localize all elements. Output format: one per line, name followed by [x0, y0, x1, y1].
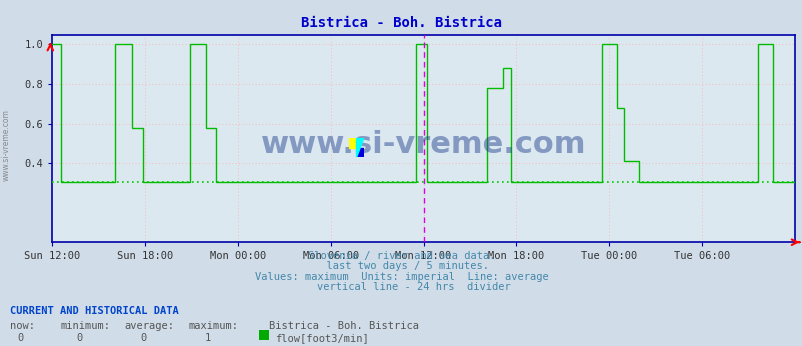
Text: 0: 0	[18, 333, 24, 343]
Text: vertical line - 24 hrs  divider: vertical line - 24 hrs divider	[292, 282, 510, 292]
Text: now:: now:	[10, 321, 34, 331]
Text: CURRENT AND HISTORICAL DATA: CURRENT AND HISTORICAL DATA	[10, 306, 178, 316]
Text: www.si-vreme.com: www.si-vreme.com	[2, 109, 11, 181]
Text: 0: 0	[76, 333, 83, 343]
Text: maximum:: maximum:	[188, 321, 238, 331]
Text: Bistrica - Boh. Bistrica: Bistrica - Boh. Bistrica	[269, 321, 419, 331]
Text: 0: 0	[140, 333, 147, 343]
Text: last two days / 5 minutes.: last two days / 5 minutes.	[314, 261, 488, 271]
Text: 1: 1	[205, 333, 211, 343]
Bar	[349, 138, 356, 148]
Bar	[356, 148, 363, 157]
Text: flow[foot3/min]: flow[foot3/min]	[274, 333, 368, 343]
Text: www.si-vreme.com: www.si-vreme.com	[261, 130, 585, 159]
Polygon shape	[356, 138, 363, 157]
Text: average:: average:	[124, 321, 174, 331]
Text: Values: maximum  Units: imperial  Line: average: Values: maximum Units: imperial Line: av…	[254, 272, 548, 282]
Text: minimum:: minimum:	[60, 321, 110, 331]
Text: Bistrica - Boh. Bistrica: Bistrica - Boh. Bistrica	[301, 16, 501, 29]
Text: Slovenia / river and sea data.: Slovenia / river and sea data.	[307, 251, 495, 261]
